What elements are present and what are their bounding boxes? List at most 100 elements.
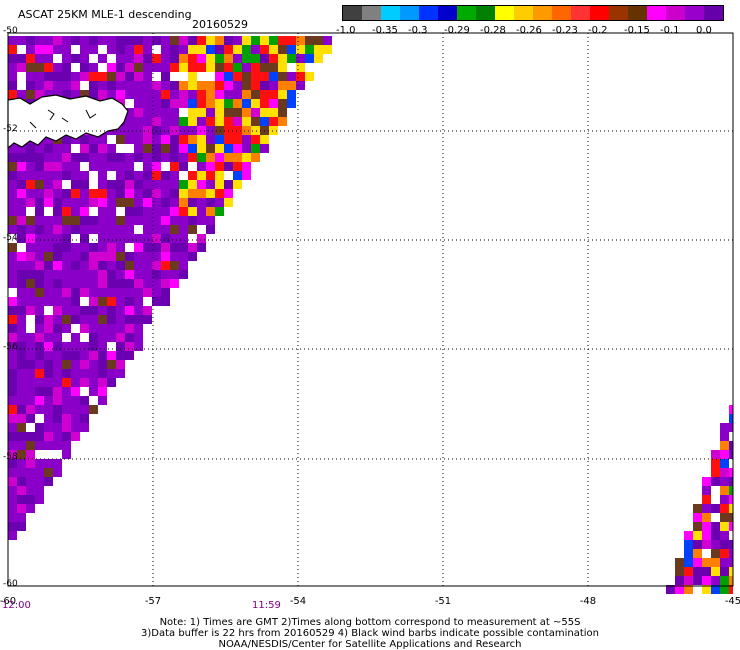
wind-cell xyxy=(71,36,80,45)
wind-cell xyxy=(170,99,179,108)
wind-cell xyxy=(26,162,35,171)
wind-cell xyxy=(26,459,35,468)
wind-cell xyxy=(152,207,161,216)
wind-cell xyxy=(35,306,44,315)
wind-cell xyxy=(188,72,197,81)
wind-cell xyxy=(197,108,206,117)
wind-cell xyxy=(215,72,224,81)
wind-cell xyxy=(161,90,170,99)
wind-cell xyxy=(35,171,44,180)
wind-cell xyxy=(197,81,206,90)
wind-cell xyxy=(152,225,161,234)
wind-cell xyxy=(134,252,143,261)
wind-cell xyxy=(44,441,53,450)
wind-cell xyxy=(80,279,89,288)
wind-cell xyxy=(107,234,116,243)
wind-cell xyxy=(44,396,53,405)
wind-cell xyxy=(260,135,269,144)
wind-cell xyxy=(35,234,44,243)
wind-cell xyxy=(233,45,242,54)
wind-cell xyxy=(53,45,62,54)
wind-cell xyxy=(729,495,733,504)
wind-cell xyxy=(53,351,62,360)
wind-cell xyxy=(729,567,733,576)
wind-cell xyxy=(305,72,314,81)
wind-cell xyxy=(278,117,287,126)
wind-cell xyxy=(269,72,278,81)
wind-cell xyxy=(278,54,287,63)
wind-cell xyxy=(98,324,107,333)
wind-cell xyxy=(152,153,161,162)
wind-cell xyxy=(233,90,242,99)
wind-cell xyxy=(161,144,170,153)
wind-cell xyxy=(62,243,71,252)
wind-cell xyxy=(720,531,729,540)
wind-cell xyxy=(729,558,733,567)
colorbar-label: 0.0 xyxy=(696,25,712,36)
wind-cell xyxy=(71,405,80,414)
wind-cell xyxy=(8,513,17,522)
wind-cell xyxy=(251,135,260,144)
wind-cell xyxy=(170,198,179,207)
wind-cell xyxy=(197,135,206,144)
wind-cell xyxy=(44,387,53,396)
wind-cell xyxy=(17,216,26,225)
wind-cell xyxy=(188,243,197,252)
wind-cell xyxy=(17,387,26,396)
wind-cell xyxy=(125,36,134,45)
wind-cell xyxy=(161,63,170,72)
wind-cell xyxy=(260,72,269,81)
wind-cell xyxy=(702,567,711,576)
wind-cell xyxy=(161,189,170,198)
wind-cell xyxy=(224,45,233,54)
wind-cell xyxy=(8,450,17,459)
wind-cell xyxy=(711,459,720,468)
wind-cell xyxy=(143,306,152,315)
wind-cell xyxy=(17,207,26,216)
wind-cell xyxy=(17,504,26,513)
wind-cell xyxy=(53,306,62,315)
wind-cell xyxy=(215,81,224,90)
wind-cell xyxy=(8,468,17,477)
wind-cell xyxy=(80,423,89,432)
wind-cell xyxy=(179,144,188,153)
wind-cell xyxy=(323,36,332,45)
wind-cell xyxy=(179,189,188,198)
wind-cell xyxy=(98,225,107,234)
wind-cell xyxy=(53,315,62,324)
wind-cell xyxy=(215,207,224,216)
wind-cell xyxy=(161,207,170,216)
wind-cell xyxy=(702,558,711,567)
wind-cell xyxy=(143,135,152,144)
wind-cell xyxy=(8,378,17,387)
wind-cell xyxy=(8,432,17,441)
colorbar-swatch xyxy=(628,6,647,20)
wind-cell xyxy=(711,540,720,549)
colorbar-swatch xyxy=(685,6,704,20)
wind-cell xyxy=(179,90,188,99)
wind-cell xyxy=(26,144,35,153)
wind-cell xyxy=(125,279,134,288)
wind-cell xyxy=(62,45,71,54)
wind-cell xyxy=(179,243,188,252)
wind-cell xyxy=(161,108,170,117)
wind-cell xyxy=(71,306,80,315)
wind-cell xyxy=(152,297,161,306)
wind-cell xyxy=(71,270,80,279)
wind-cell xyxy=(152,63,161,72)
wind-cell xyxy=(35,288,44,297)
wind-cell xyxy=(71,423,80,432)
wind-cell xyxy=(134,333,143,342)
wind-cell xyxy=(134,306,143,315)
wind-cell xyxy=(62,36,71,45)
wind-cell xyxy=(26,261,35,270)
wind-cell xyxy=(17,342,26,351)
wind-cell xyxy=(8,63,17,72)
wind-cell xyxy=(8,423,17,432)
wind-cell xyxy=(107,252,116,261)
wind-cell xyxy=(702,522,711,531)
wind-cell xyxy=(26,252,35,261)
wind-cell xyxy=(233,54,242,63)
wind-cell xyxy=(62,369,71,378)
wind-cell xyxy=(179,225,188,234)
